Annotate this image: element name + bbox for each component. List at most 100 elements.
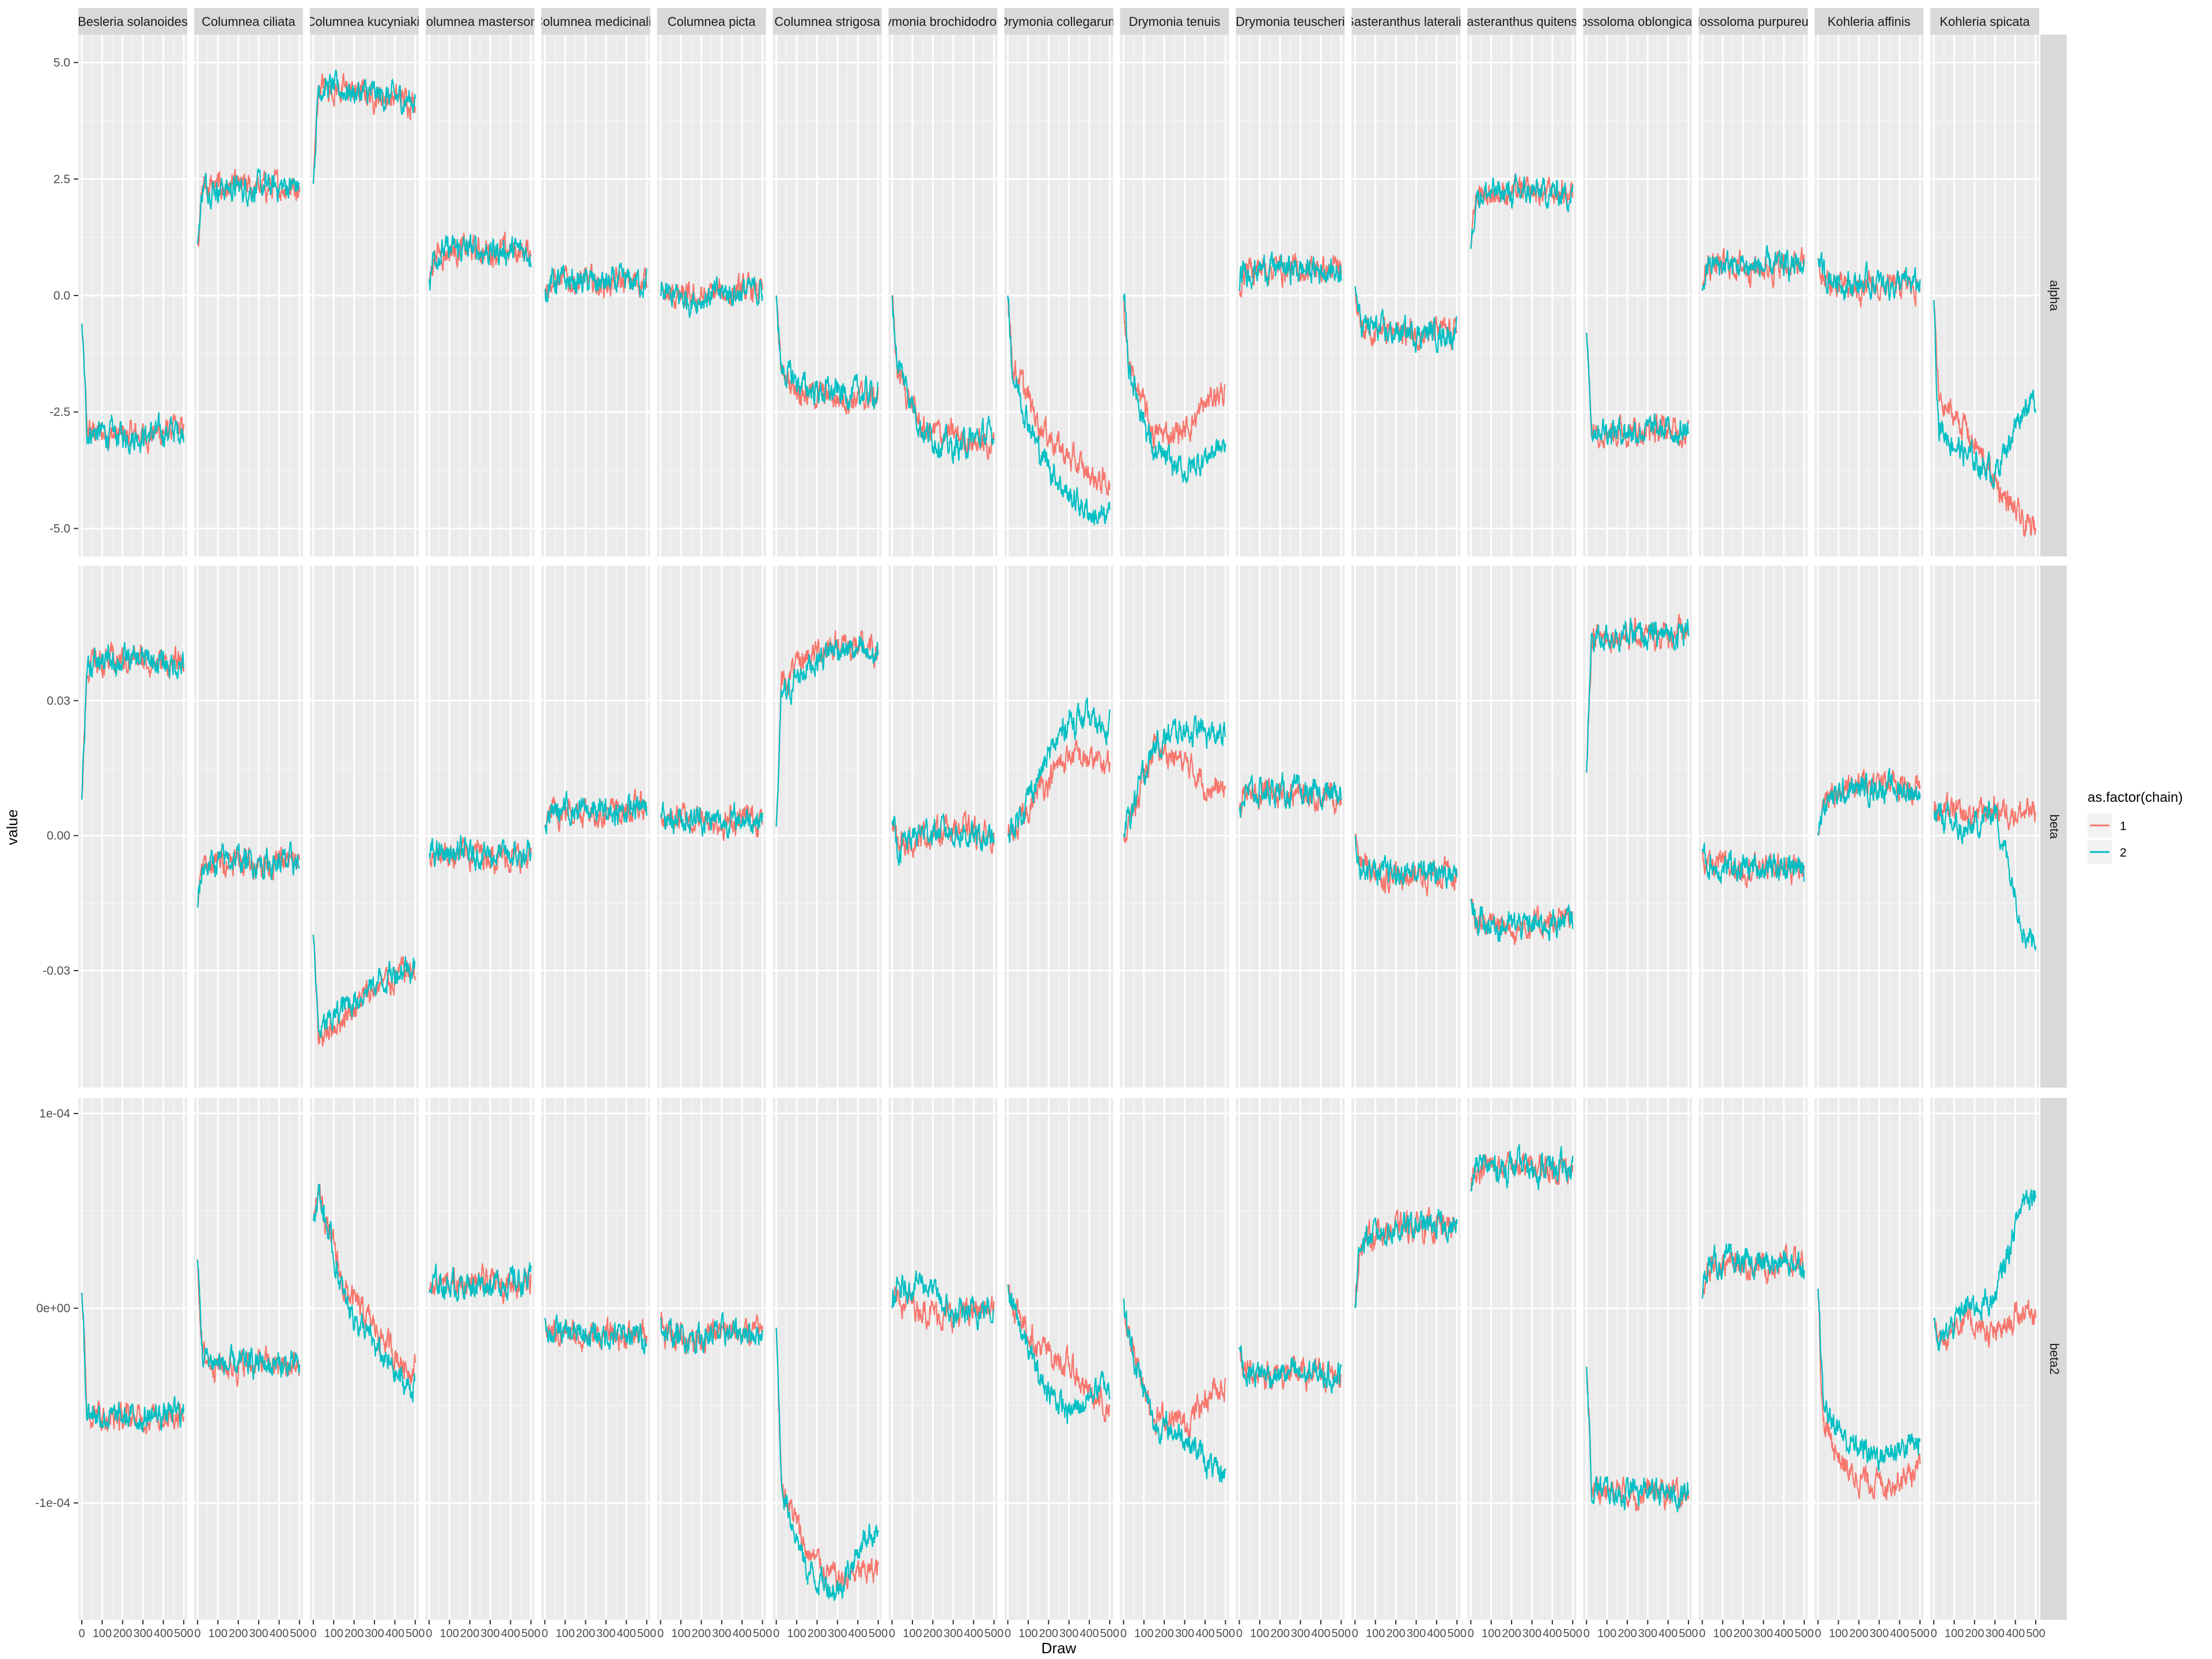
column-strip-background	[309, 8, 419, 35]
series-line-chain-1	[1586, 613, 1690, 773]
x-tick-label: 0	[541, 1627, 548, 1640]
facet-panel	[1815, 1098, 1924, 1620]
series-line-chain-2	[312, 934, 416, 1038]
series-line-chain-2	[196, 1259, 300, 1380]
x-tick-label: 100	[209, 1627, 228, 1640]
series-line-chain-2	[1933, 300, 2037, 489]
series-line-chain-1	[1123, 1298, 1226, 1440]
y-tick-label: 0.00	[47, 830, 70, 843]
facet-panel	[1699, 1098, 1808, 1620]
column-strip: Columnea picta	[657, 8, 766, 35]
x-tick-label: 100	[1018, 1627, 1037, 1640]
column-strip-background	[772, 8, 882, 35]
legend-entry: 1	[2088, 813, 2127, 838]
facet-panel	[1004, 1098, 1113, 1620]
series-line-chain-1	[1933, 791, 2036, 831]
facet-panel	[78, 1098, 187, 1620]
series-line-chain-2	[1123, 293, 1226, 484]
facet-panel	[1930, 1098, 2039, 1620]
facet-panel	[772, 566, 882, 1088]
column-strip: Columnea ciliata	[194, 8, 303, 35]
x-tick-label: 400	[501, 1627, 520, 1640]
x-tick-label: 500	[1563, 1627, 1582, 1640]
x-tick-label: 200	[113, 1627, 132, 1640]
column-strip-label: Columnea picta	[668, 14, 756, 29]
row-strip-label: beta	[2047, 815, 2062, 840]
column-strip-background	[78, 8, 187, 35]
x-tick-label: 100	[787, 1627, 806, 1640]
x-tick-label: 300	[1175, 1627, 1194, 1640]
facet-panel	[1583, 566, 1692, 1088]
column-strip: Glossoloma oblongicalyx	[1567, 8, 1707, 35]
x-tick-label: 400	[1774, 1627, 1793, 1640]
axes: 5.0 2.5 0.0 -2.5 -5.0 0.03 0.00 -0.03 1e-04 0e+00…	[35, 56, 2045, 1640]
x-tick-label: 200	[1271, 1627, 1290, 1640]
x-tick-label: 400	[1658, 1627, 1677, 1640]
row-strip: beta	[2040, 566, 2067, 1088]
facet-panel	[1120, 1098, 1229, 1620]
series-line-chain-2	[1007, 295, 1111, 525]
column-strip-label: Drymonia teuscheri	[1236, 14, 1345, 29]
series-line-chain-1	[1354, 1207, 1458, 1309]
x-tick-label: 400	[849, 1627, 868, 1640]
x-tick-label: 400	[1080, 1627, 1099, 1640]
x-tick-label: 200	[1502, 1627, 1521, 1640]
column-strip: Columnea medicinalis	[541, 8, 650, 35]
column-strip-background	[657, 8, 766, 35]
x-tick-label: 200	[1386, 1627, 1405, 1640]
series-line-chain-2	[1007, 1285, 1111, 1425]
x-tick-label: 300	[1407, 1627, 1426, 1640]
column-strip-background	[1583, 8, 1692, 35]
x-tick-label: 100	[555, 1627, 574, 1640]
series-line-chain-1	[196, 168, 300, 247]
panels-layer	[78, 35, 2039, 1620]
series-line-chain-2	[891, 812, 995, 866]
series-line-chain-1	[660, 271, 763, 312]
x-tick-label: 500	[753, 1627, 772, 1640]
facet-panel	[1236, 35, 1345, 556]
series-line-chain-1	[1123, 733, 1226, 843]
x-tick-label: 200	[1733, 1627, 1752, 1640]
series-line-chain-2	[1586, 332, 1690, 446]
x-tick-label: 0	[657, 1627, 664, 1640]
x-tick-label: 400	[733, 1627, 752, 1640]
x-tick-label: 100	[1134, 1627, 1153, 1640]
x-tick-label: 200	[923, 1627, 942, 1640]
column-strip: Drymonia teuscheri	[1236, 8, 1345, 35]
x-tick-label: 0	[1352, 1627, 1358, 1640]
column-strip: Columnea strigosa	[772, 8, 882, 35]
series-line-chain-2	[1817, 768, 1921, 836]
series-line-chain-2	[81, 323, 184, 455]
x-tick-label: 300	[365, 1627, 384, 1640]
legend-entry: 2	[2088, 840, 2127, 864]
facet-panel	[1120, 566, 1229, 1088]
facet-panel	[1236, 566, 1345, 1088]
series-line-chain-2	[1123, 1298, 1226, 1483]
facet-panel	[78, 35, 187, 556]
column-strip-background	[888, 8, 998, 35]
facet-strips: alpha beta beta2 Besleria solanoides Columne…	[78, 8, 2067, 1620]
series-line-chain-2	[775, 636, 879, 827]
column-strip-label: Glossoloma oblongicalyx	[1567, 14, 1707, 29]
x-tick-label: 0	[1699, 1627, 1706, 1640]
series-line-chain-2	[1702, 245, 1805, 291]
x-tick-label: 300	[596, 1627, 615, 1640]
x-tick-label: 200	[229, 1627, 248, 1640]
series-line-chain-2	[1933, 800, 2037, 952]
series-line-chain-2	[1586, 1366, 1690, 1513]
series-line-chain-2	[775, 1327, 879, 1601]
y-tick-label: 0.0	[54, 289, 70, 302]
x-tick-label: 400	[1311, 1627, 1330, 1640]
x-tick-label: 200	[1155, 1627, 1174, 1640]
column-strip: Besleria solanoides	[78, 8, 187, 35]
series-line-chain-2	[544, 262, 647, 303]
series-line-chain-2	[428, 234, 532, 291]
facet-panel	[1004, 566, 1113, 1088]
x-tick-label: 400	[270, 1627, 289, 1640]
facet-panel	[657, 35, 766, 556]
x-tick-label: 100	[671, 1627, 690, 1640]
series-line-chain-2	[196, 168, 300, 245]
facet-panel	[888, 35, 998, 556]
facet-panel	[1351, 566, 1461, 1088]
